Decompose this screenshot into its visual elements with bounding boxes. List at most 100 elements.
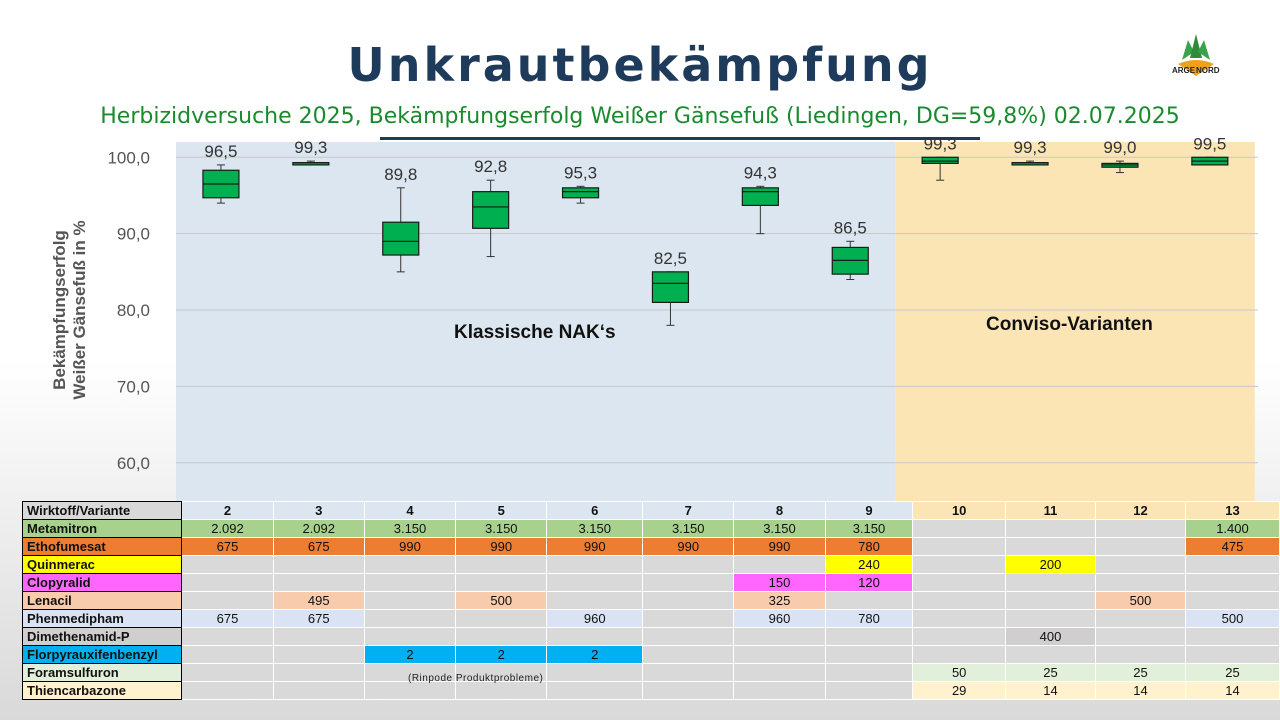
leaf-icon bbox=[1178, 34, 1214, 76]
table-cell bbox=[1184, 645, 1280, 664]
table-row-name: Florpyrauxifenbenzyl bbox=[21, 645, 183, 664]
table-cell: 150 bbox=[733, 573, 826, 592]
table-cell bbox=[546, 555, 644, 574]
table-cell: 240 bbox=[824, 555, 914, 574]
box-variant-8 bbox=[741, 187, 779, 206]
table-cell bbox=[363, 591, 457, 610]
table-cell bbox=[733, 555, 826, 574]
data-label-variant-2: 96,5 bbox=[204, 142, 237, 161]
table-cell: 50 bbox=[912, 663, 1006, 682]
table-cell: 3.150 bbox=[733, 519, 826, 538]
table-cell: 960 bbox=[733, 609, 826, 628]
table-header-variant: 13 bbox=[1184, 501, 1280, 520]
table-row: Dimethenamid-P 400 bbox=[21, 627, 1280, 646]
table-cell: 2 bbox=[546, 645, 644, 664]
table-cell: 990 bbox=[363, 537, 457, 556]
box-variant-7 bbox=[651, 271, 690, 304]
table-cell bbox=[181, 555, 274, 574]
table-cell: 25 bbox=[1094, 663, 1186, 682]
table-cell bbox=[824, 627, 914, 646]
table-cell bbox=[912, 555, 1006, 574]
table-cell bbox=[455, 573, 548, 592]
table-cell bbox=[912, 591, 1006, 610]
table-cell bbox=[1094, 627, 1186, 646]
table-cell bbox=[546, 573, 644, 592]
table-cell bbox=[1184, 591, 1280, 610]
table-cell bbox=[912, 573, 1006, 592]
table-cell: 325 bbox=[733, 591, 826, 610]
table-cell bbox=[824, 591, 914, 610]
table-header-label: Wirktoff/Variante bbox=[21, 501, 183, 520]
table-cell: 675 bbox=[181, 609, 274, 628]
data-label-variant-12: 99,0 bbox=[1103, 138, 1136, 157]
table-cell bbox=[733, 681, 826, 700]
table-cell bbox=[912, 609, 1006, 628]
table-cell: 14 bbox=[1184, 681, 1280, 700]
table-cell bbox=[363, 681, 457, 700]
table-cell: 675 bbox=[181, 537, 274, 556]
table-cell: 500 bbox=[1184, 609, 1280, 628]
data-label-variant-10: 99,3 bbox=[924, 134, 957, 153]
data-label-variant-11: 99,3 bbox=[1014, 138, 1047, 157]
table-cell bbox=[642, 663, 735, 682]
table-cell: 3.150 bbox=[642, 519, 735, 538]
table-cell: 29 bbox=[912, 681, 1006, 700]
subtitle-underline bbox=[380, 137, 980, 140]
table-cell: 120 bbox=[824, 573, 914, 592]
table-cell bbox=[455, 627, 548, 646]
table-cell bbox=[824, 681, 914, 700]
table-cell bbox=[181, 681, 274, 700]
table-cell bbox=[912, 645, 1006, 664]
table-cell bbox=[546, 591, 644, 610]
table-cell bbox=[181, 627, 274, 646]
table-row-name: Quinmerac bbox=[21, 555, 183, 574]
table-cell bbox=[912, 537, 1006, 556]
data-label-variant-9: 86,5 bbox=[834, 218, 867, 237]
table-cell: 3.150 bbox=[363, 519, 457, 538]
table-cell bbox=[1184, 555, 1280, 574]
group-label-classic: Klassische NAK‘s bbox=[454, 322, 616, 343]
page-subtitle: Herbizidversuche 2025, Bekämpfungserfolg… bbox=[100, 104, 1180, 129]
table-cell: 990 bbox=[642, 537, 735, 556]
table-row-name: Metamitron bbox=[21, 519, 183, 538]
table-cell bbox=[272, 627, 365, 646]
box-variant-10 bbox=[921, 156, 959, 164]
table-cell bbox=[642, 573, 735, 592]
table-cell: 3.150 bbox=[546, 519, 644, 538]
table-cell bbox=[1094, 645, 1186, 664]
box-variant-4 bbox=[382, 221, 420, 256]
table-cell: 2 bbox=[455, 645, 548, 664]
table-header-variant: 12 bbox=[1094, 501, 1186, 520]
table-header-variant: 7 bbox=[642, 501, 735, 520]
table-cell: 500 bbox=[455, 591, 548, 610]
logo-text-right: NORD bbox=[1196, 66, 1220, 75]
table-cell bbox=[733, 663, 826, 682]
table-header-variant: 11 bbox=[1005, 501, 1096, 520]
active-ingredient-table: Wirktoff/Variante 2 3 4 5 6 7 8 9 10 11 12 13 Metamit… bbox=[21, 501, 1280, 700]
table-cell bbox=[1094, 573, 1186, 592]
table-note: (Rinpode Produktprobleme) bbox=[408, 673, 544, 684]
table-row: Clopyralid 150 120 bbox=[21, 573, 1280, 592]
table-cell bbox=[455, 681, 548, 700]
table-cell bbox=[1005, 573, 1096, 592]
logo-text-left: ARGE bbox=[1172, 66, 1196, 75]
table-cell bbox=[1094, 609, 1186, 628]
table-cell: 990 bbox=[546, 537, 644, 556]
table-header-variant: 10 bbox=[912, 501, 1006, 520]
table-cell: 500 bbox=[1094, 591, 1186, 610]
table-row-name: Foramsulfuron bbox=[21, 663, 183, 682]
table-cell: 3.150 bbox=[455, 519, 548, 538]
table-row-name: Dimethenamid-P bbox=[21, 627, 183, 646]
table-cell: 675 bbox=[272, 537, 365, 556]
table-cell: 14 bbox=[1094, 681, 1186, 700]
table-cell: 780 bbox=[824, 537, 914, 556]
table-cell bbox=[1005, 645, 1096, 664]
table-cell: 960 bbox=[546, 609, 644, 628]
table-cell bbox=[912, 519, 1006, 538]
table-cell bbox=[1005, 591, 1096, 610]
table-cell bbox=[824, 645, 914, 664]
table-cell bbox=[1094, 555, 1186, 574]
table-row: Lenacil 495 500 325 500 bbox=[21, 591, 1280, 610]
table-cell bbox=[181, 663, 274, 682]
table-cell: 25 bbox=[1005, 663, 1096, 682]
